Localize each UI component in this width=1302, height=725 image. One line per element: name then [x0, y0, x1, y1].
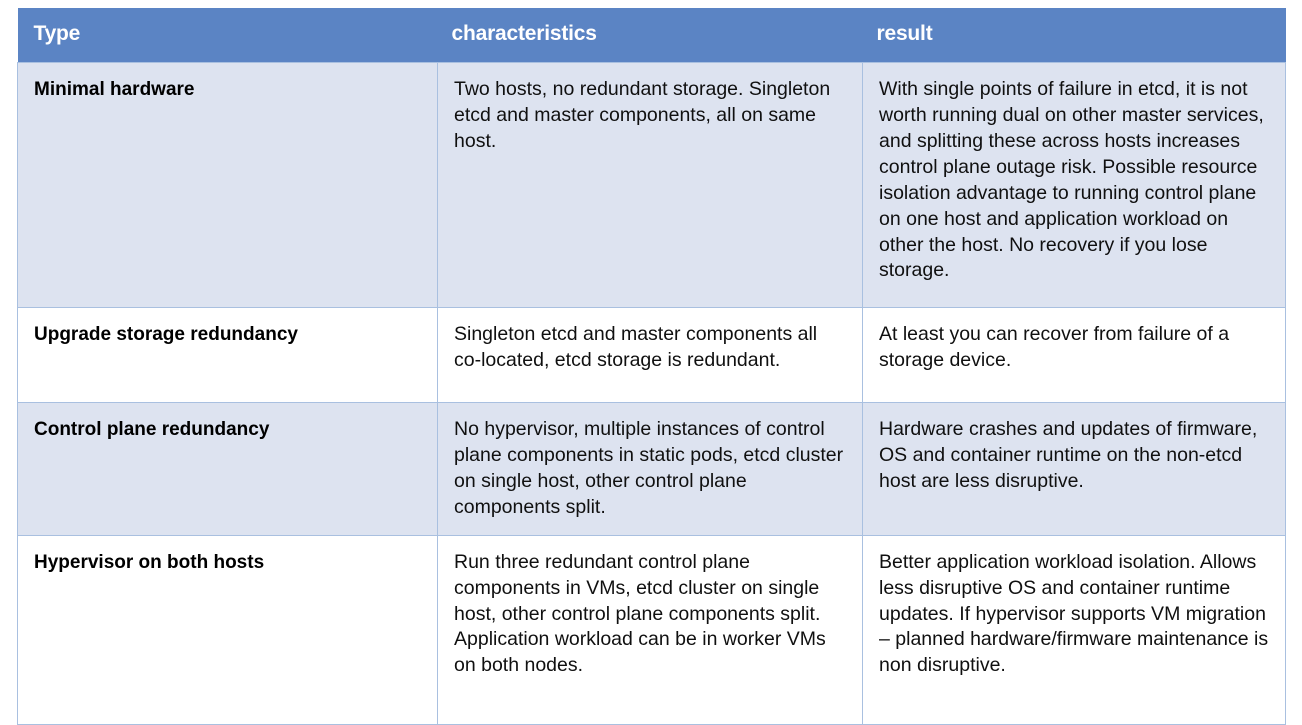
column-header-result: result [862, 8, 1286, 63]
table-row: Control plane redundancy No hypervisor, … [17, 402, 1286, 536]
cell-characteristics: Singleton etcd and master components all… [437, 307, 863, 403]
column-header-type: Type [17, 8, 438, 63]
table-row: Upgrade storage redundancy Singleton etc… [17, 307, 1286, 403]
cell-type: Minimal hardware [17, 62, 438, 308]
column-header-characteristics: characteristics [437, 8, 863, 63]
cell-characteristics: Two hosts, no redundant storage. Singlet… [437, 62, 863, 308]
table-header: Type characteristics result [17, 8, 1286, 63]
table-row: Minimal hardware Two hosts, no redundant… [17, 62, 1286, 308]
table-body: Minimal hardware Two hosts, no redundant… [17, 62, 1286, 725]
cell-type: Hypervisor on both hosts [17, 534, 438, 725]
cell-result: Better application workload isolation. A… [862, 534, 1286, 725]
cell-result: Hardware crashes and updates of firmware… [862, 402, 1286, 536]
cell-result: At least you can recover from failure of… [862, 307, 1286, 403]
cell-characteristics: Run three redundant control plane compon… [437, 534, 863, 725]
cell-characteristics: No hypervisor, multiple instances of con… [437, 402, 863, 536]
page-root: Type characteristics result Minimal hard… [17, 8, 1286, 725]
comparison-table: Type characteristics result Minimal hard… [17, 8, 1286, 725]
cell-type: Control plane redundancy [17, 402, 438, 536]
cell-result: With single points of failure in etcd, i… [862, 62, 1286, 308]
table-row: Hypervisor on both hosts Run three redun… [17, 534, 1286, 725]
cell-type: Upgrade storage redundancy [17, 307, 438, 403]
table-header-row: Type characteristics result [17, 8, 1286, 63]
